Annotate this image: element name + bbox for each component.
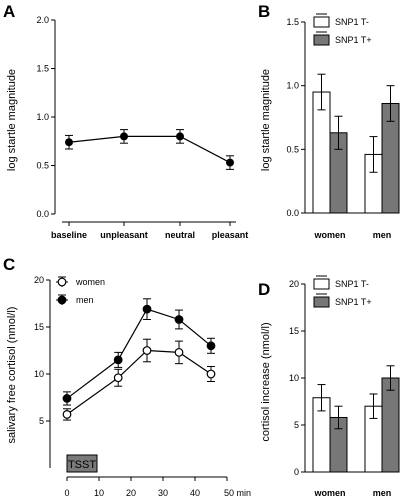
panel-d-legend-swatch-0 — [313, 278, 330, 290]
panel-d-bar-men-1 — [381, 377, 400, 473]
panel-c-xtick-label-5: 50 min — [224, 488, 251, 498]
panel-a-xtick-label-1: unpleasant — [100, 230, 148, 240]
panel-c-xtick-label-0: 0 — [64, 488, 69, 498]
panel-d-category-label-1: men — [373, 488, 392, 498]
panel-d-chart: cortisol increase (nmol/l) 0 5 10 15 20 women… — [260, 275, 400, 498]
panel-c-ytick-label-2: 15 — [34, 322, 44, 332]
panel-c-point-women-1 — [113, 373, 123, 383]
panel-a-point-2 — [176, 132, 184, 141]
panel-d-legend-label-1: SNP1 T+ — [335, 297, 372, 307]
panel-a-ytick-label-1: 0.5 — [36, 161, 49, 171]
panel-a-ytick-label-0: 0.0 — [36, 209, 49, 219]
panel-c-legend-label-1: men — [76, 295, 94, 305]
panel-a-xtick-label-0: baseline — [51, 230, 87, 240]
panel-c-point-women-0 — [62, 410, 72, 419]
panel-d-ytick-label-4: 20 — [289, 279, 299, 289]
panel-b-ytick-label-1: 0.5 — [286, 144, 299, 154]
panel-b-category-label-0: women — [313, 230, 345, 240]
panel-c-point-women-4 — [206, 369, 216, 379]
panel-c-tsst-label: TSST — [68, 459, 96, 471]
panel-d-legend-label-0: SNP1 T- — [335, 279, 369, 289]
panel-label-b: B — [258, 2, 270, 21]
panel-a-ylabel: log startle magnitude — [6, 69, 18, 171]
panel-a-xtick-label-2: neutral — [165, 230, 195, 240]
panel-c-line-men — [66, 308, 212, 399]
panel-c-ytick-label-3: 20 — [34, 275, 44, 285]
panel-c-tsst-box — [66, 454, 98, 473]
panel-a-ytick-label-4: 2.0 — [36, 15, 49, 25]
panel-c-point-men-2 — [142, 304, 152, 314]
panel-c-legend-label-0: women — [75, 277, 105, 287]
panel-c-legend-marker-1 — [57, 295, 67, 305]
panel-c-point-women-3 — [174, 347, 184, 357]
panel-d-ytick-label-2: 10 — [289, 373, 299, 383]
panel-a-point-0 — [65, 138, 73, 147]
panel-c-ylabel: salivary free cortisol (nmol/l) — [6, 307, 18, 444]
panel-c-point-men-3 — [174, 315, 184, 324]
panel-b-ytick-label-0: 0.0 — [286, 208, 299, 218]
panel-b-legend-swatch-0 — [313, 16, 330, 28]
panel-a-point-1 — [120, 132, 128, 141]
panel-label-d: D — [258, 280, 270, 299]
panel-a-xtick-label-3: pleasant — [212, 230, 249, 240]
panel-c-xtick-label-2: 20 — [126, 488, 136, 498]
panel-b-category-label-1: men — [373, 230, 392, 240]
panel-d-ylabel: cortisol increase (nmol/l) — [260, 322, 272, 441]
panel-d-ytick-label-1: 5 — [294, 420, 299, 430]
panel-a-series-line — [68, 135, 231, 164]
panel-c-ytick-label-0: 5 — [39, 416, 44, 426]
panel-c-xtick-label-1: 10 — [94, 488, 104, 498]
panel-label-c: C — [3, 255, 15, 274]
panel-c-point-women-2 — [142, 346, 152, 355]
panel-c-ytick-label-1: 10 — [34, 369, 44, 379]
panel-c-point-men-0 — [62, 394, 72, 403]
panel-b-legend-label-0: SNP1 T- — [335, 17, 369, 27]
panel-label-a: A — [3, 2, 15, 21]
panel-c-xtick-label-4: 40 — [190, 488, 200, 498]
panel-b-ylabel: log startle magnitude — [260, 69, 272, 171]
panel-a-chart: log startle magnitude 0.0 0.5 1.0 1.5 2.0 bas… — [6, 15, 248, 240]
panel-c-xtick-label-3: 30 — [158, 488, 168, 498]
panel-a-ytick-label-2: 1.0 — [36, 112, 49, 122]
panel-a-ytick-label-3: 1.5 — [36, 64, 49, 74]
panel-b-ytick-label-2: 1.0 — [286, 81, 299, 91]
panel-b-ytick-label-3: 1.5 — [286, 17, 299, 27]
panel-d-ytick-label-3: 15 — [289, 326, 299, 336]
panel-b-legend-swatch-1 — [313, 34, 330, 46]
panel-b-legend-label-1: SNP1 T+ — [335, 35, 372, 45]
panel-d-ytick-label-0: 0 — [294, 467, 299, 477]
panel-c-point-men-1 — [113, 355, 123, 365]
panel-b-chart: log startle magnitude 0.0 0.5 1.0 1.5 women m… — [260, 13, 400, 240]
panel-d-legend-swatch-1 — [313, 296, 330, 308]
panel-c-point-men-4 — [206, 341, 216, 351]
panel-c-legend-marker-0 — [57, 277, 67, 287]
panel-c-chart: salivary free cortisol (nmol/l) 5 10 15 20 0… — [6, 275, 251, 498]
panel-d-category-label-0: women — [313, 488, 345, 498]
panel-a-point-3 — [226, 158, 234, 167]
